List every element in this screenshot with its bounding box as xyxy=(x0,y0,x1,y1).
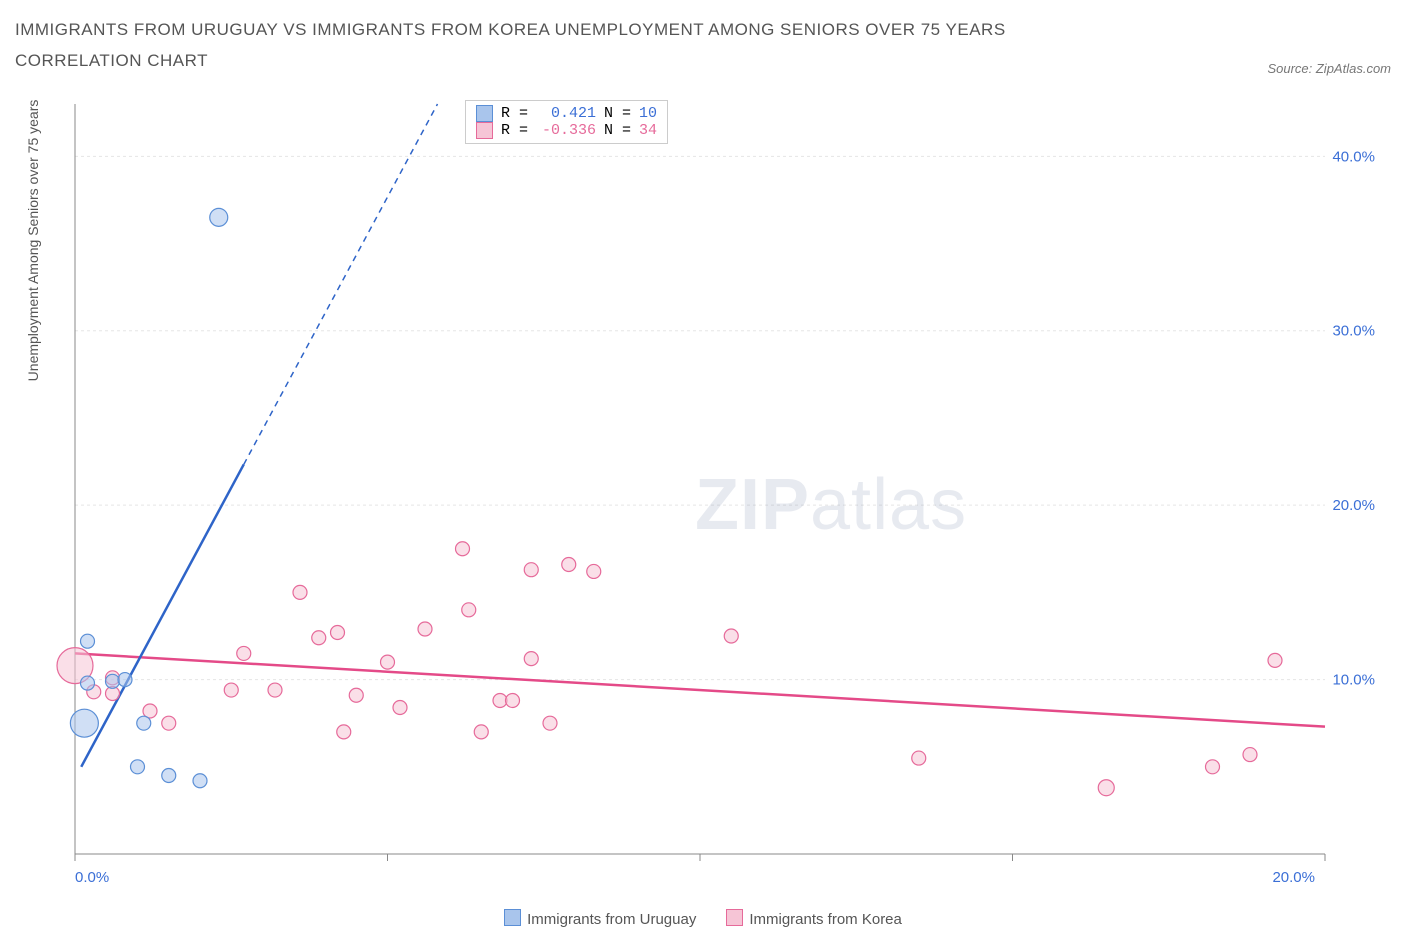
stats-legend-box: R = 0.421 N = 10 R = -0.336 N = 34 xyxy=(465,100,668,144)
chart-title: IMMIGRANTS FROM URUGUAY VS IMMIGRANTS FR… xyxy=(15,15,1115,76)
chart-area: Unemployment Among Seniors over 75 years… xyxy=(15,84,1391,904)
stats-row-korea: R = -0.336 N = 34 xyxy=(476,122,657,139)
svg-text:0.0%: 0.0% xyxy=(75,869,109,886)
scatter-plot: 0.0% 20.0% 10.0% 20.0% 30.0% 40.0% xyxy=(15,84,1391,904)
r-value-korea: -0.336 xyxy=(536,122,596,139)
r-value-uruguay: 0.421 xyxy=(536,105,596,122)
legend-bottom: Immigrants from Uruguay Immigrants from … xyxy=(15,909,1391,928)
svg-text:10.0%: 10.0% xyxy=(1332,672,1375,689)
swatch-uruguay-icon xyxy=(504,909,521,926)
svg-text:40.0%: 40.0% xyxy=(1332,149,1375,166)
svg-text:20.0%: 20.0% xyxy=(1332,497,1375,514)
swatch-uruguay xyxy=(476,105,493,122)
header-row: IMMIGRANTS FROM URUGUAY VS IMMIGRANTS FR… xyxy=(15,15,1391,76)
swatch-korea-icon xyxy=(726,909,743,926)
legend-item-uruguay: Immigrants from Uruguay xyxy=(504,909,696,928)
n-value-korea: 34 xyxy=(639,122,657,139)
source-label: Source: ZipAtlas.com xyxy=(1267,61,1391,76)
legend-item-korea: Immigrants from Korea xyxy=(726,909,902,928)
swatch-korea xyxy=(476,122,493,139)
svg-text:20.0%: 20.0% xyxy=(1272,869,1315,886)
svg-text:30.0%: 30.0% xyxy=(1332,323,1375,340)
stats-row-uruguay: R = 0.421 N = 10 xyxy=(476,105,657,122)
n-value-uruguay: 10 xyxy=(639,105,657,122)
y-axis-label: Unemployment Among Seniors over 75 years xyxy=(25,100,41,382)
